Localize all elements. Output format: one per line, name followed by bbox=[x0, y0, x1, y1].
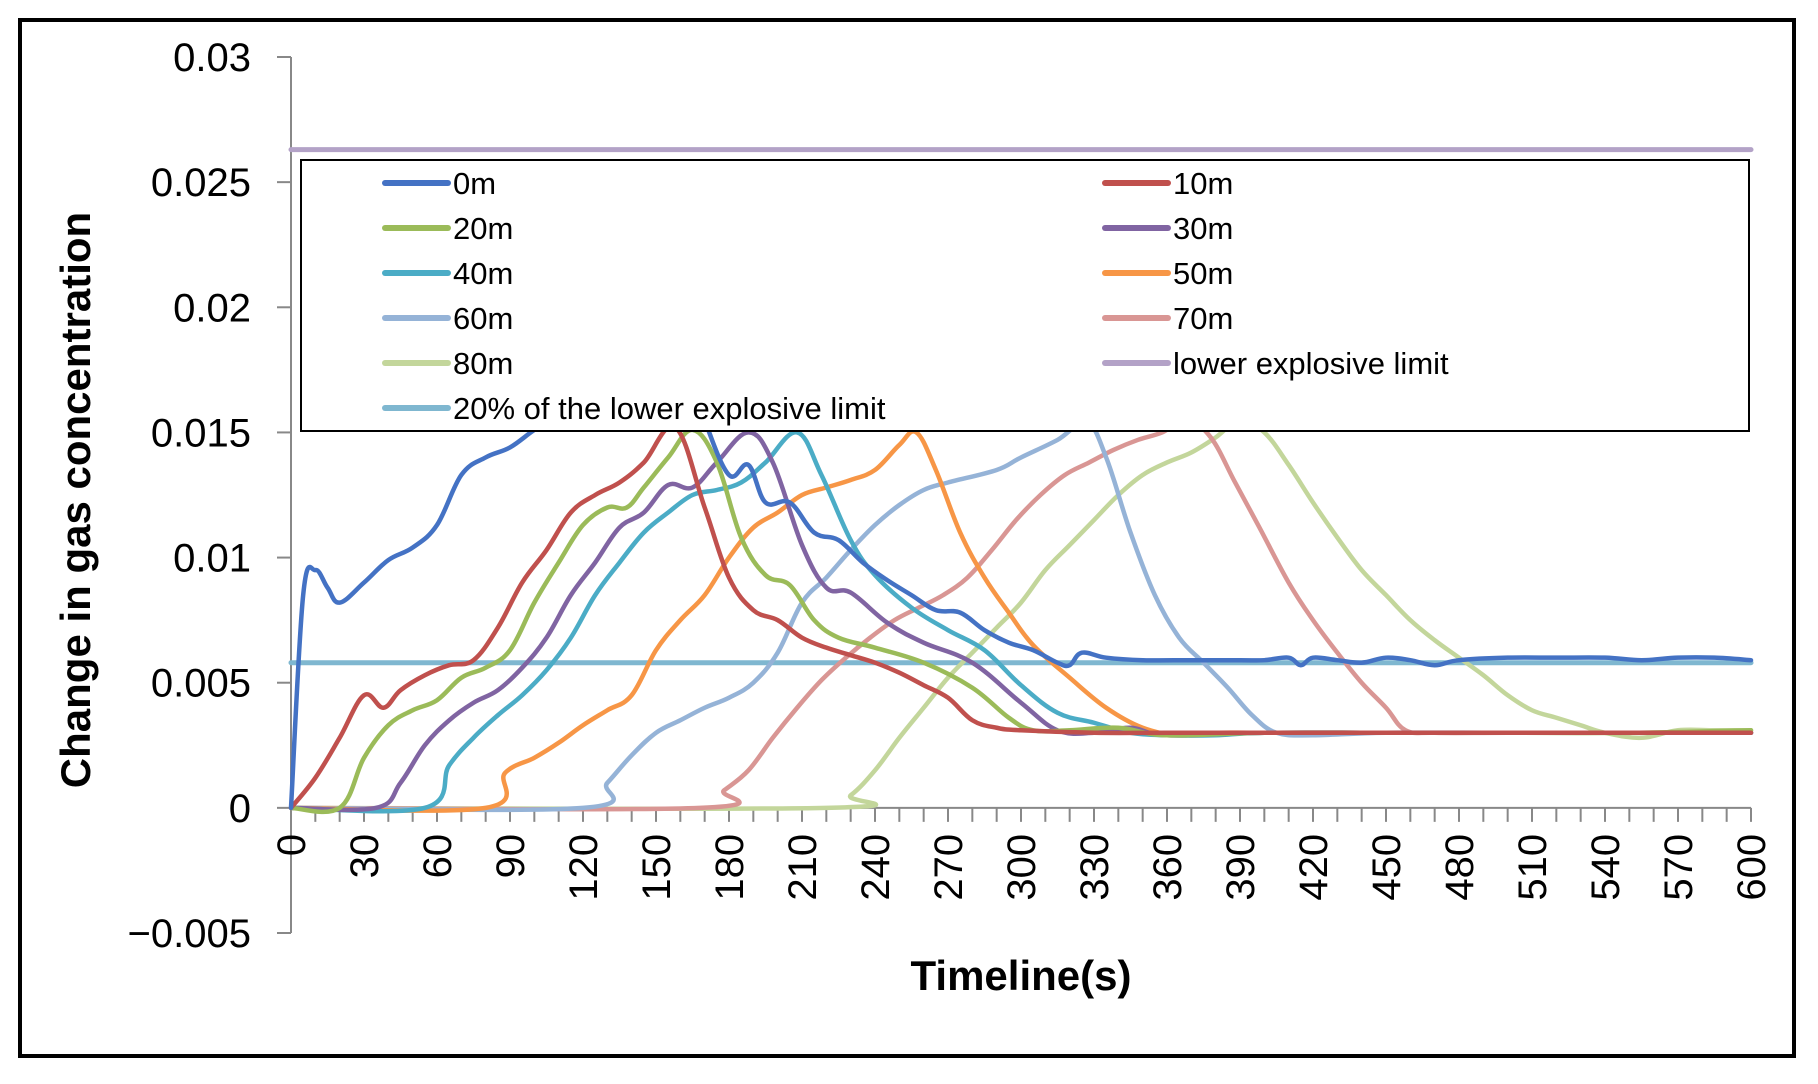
y-tick-label: 0.005 bbox=[151, 662, 251, 706]
x-tick-label: 0 bbox=[270, 834, 314, 856]
x-tick-label: 540 bbox=[1584, 834, 1628, 901]
x-tick-label: 360 bbox=[1146, 834, 1190, 901]
x-tick-label: 390 bbox=[1219, 834, 1263, 901]
legend-label: 40m bbox=[453, 256, 513, 291]
y-tick-label: −0.005 bbox=[128, 912, 251, 956]
series-layer bbox=[288, 147, 1754, 815]
series-line-20m bbox=[288, 427, 1754, 815]
x-tick-label: 330 bbox=[1073, 834, 1117, 901]
x-tick-label: 90 bbox=[489, 834, 533, 879]
x-tick-label: 570 bbox=[1657, 834, 1701, 901]
legend-label: lower explosive limit bbox=[1173, 346, 1449, 381]
legend-label: 60m bbox=[453, 301, 513, 336]
series-line-80m bbox=[288, 417, 1754, 812]
x-tick-label: 420 bbox=[1292, 834, 1336, 901]
x-tick-label: 180 bbox=[708, 834, 752, 901]
x-tick-label: 480 bbox=[1438, 834, 1482, 901]
legend-label: 20% of the lower explosive limit bbox=[453, 391, 886, 426]
x-axis-title: Timeline(s) bbox=[911, 952, 1132, 999]
y-axis-title: Change in gas concentration bbox=[52, 212, 99, 788]
x-tick-label: 270 bbox=[927, 834, 971, 901]
x-tick-label: 210 bbox=[781, 834, 825, 901]
legend-box bbox=[300, 159, 1750, 432]
series-line-0m bbox=[288, 342, 1754, 811]
legend: 0m 10m 20m 30m 40m 50m 60m 70m 80m lower explosiv… bbox=[300, 159, 1750, 432]
legend-label: 70m bbox=[1173, 301, 1233, 336]
x-tick-label: 300 bbox=[1000, 834, 1044, 901]
y-tick-label: 0 bbox=[229, 787, 251, 831]
y-tick-label: 0.025 bbox=[151, 161, 251, 205]
legend-label: 30m bbox=[1173, 211, 1233, 246]
x-tick-label: 30 bbox=[343, 834, 387, 879]
y-tick-label: 0.03 bbox=[173, 36, 251, 80]
legend-label: 0m bbox=[453, 166, 496, 201]
y-tick-label: 0.015 bbox=[151, 411, 251, 455]
series-line-60m bbox=[288, 419, 1754, 813]
legend-label: 10m bbox=[1173, 166, 1233, 201]
x-tick-label: 60 bbox=[416, 834, 460, 879]
series-line-10m bbox=[288, 423, 1754, 811]
x-tick-label: 600 bbox=[1730, 834, 1774, 901]
x-tick-label: 240 bbox=[854, 834, 898, 901]
series-line-30m bbox=[288, 430, 1754, 813]
legend-label: 50m bbox=[1173, 256, 1233, 291]
legend-label: 20m bbox=[453, 211, 513, 246]
x-tick-label: 120 bbox=[562, 834, 606, 901]
y-tick-label: 0.02 bbox=[173, 286, 251, 330]
y-tick-label: 0.01 bbox=[173, 537, 251, 581]
x-tick-label: 450 bbox=[1365, 834, 1409, 901]
x-tick-label: 510 bbox=[1511, 834, 1555, 901]
series-line-40m bbox=[288, 430, 1754, 814]
series-line-70m bbox=[288, 417, 1754, 812]
legend-label: 80m bbox=[453, 346, 513, 381]
series-line-50m bbox=[288, 429, 1754, 813]
x-tick-label: 150 bbox=[635, 834, 679, 901]
